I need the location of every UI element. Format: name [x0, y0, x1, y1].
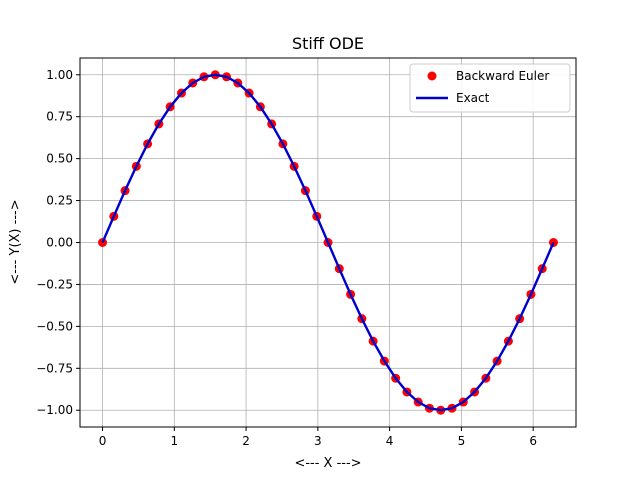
grid-lines: [80, 58, 576, 427]
y-tick-label: 0.75: [46, 110, 73, 124]
y-tick-label: −0.50: [36, 319, 73, 333]
x-tick-label: 5: [458, 434, 466, 448]
y-tick-label: −0.75: [36, 361, 73, 375]
legend: Backward Euler Exact: [409, 63, 571, 113]
x-tick-label: 2: [242, 434, 250, 448]
legend-label: Exact: [456, 91, 490, 105]
x-tick-label: 1: [170, 434, 178, 448]
axis-ticks: 0 1 2 3 4 5 6 −1.00 −0.75 −0.50 −0.25 0.00 0.25 0.50 0…: [36, 68, 537, 448]
x-axis-label: <--- X --->: [294, 456, 361, 471]
y-tick-label: −1.00: [36, 403, 73, 417]
legend-box: [409, 63, 571, 113]
series-line-exact: [101, 73, 555, 412]
plot-area: [98, 70, 558, 415]
y-tick-label: 0.50: [46, 152, 73, 166]
x-tick-label: 6: [529, 434, 537, 448]
legend-marker-backward-euler: [427, 71, 437, 81]
data-point-backward-euler: [98, 238, 108, 247]
legend-label: Backward Euler: [456, 69, 549, 83]
x-tick-label: 0: [99, 434, 107, 448]
x-tick-label: 4: [386, 434, 394, 448]
y-tick-label: 0.25: [46, 194, 73, 208]
chart-title: Stiff ODE: [292, 34, 364, 53]
y-tick-label: −0.25: [36, 277, 73, 291]
x-tick-label: 3: [314, 434, 322, 448]
y-tick-label: 1.00: [46, 68, 73, 82]
y-axis-label: <--- Y(X) --->: [8, 199, 23, 284]
y-tick-label: 0.00: [46, 236, 73, 250]
data-point-backward-euler: [548, 238, 558, 247]
